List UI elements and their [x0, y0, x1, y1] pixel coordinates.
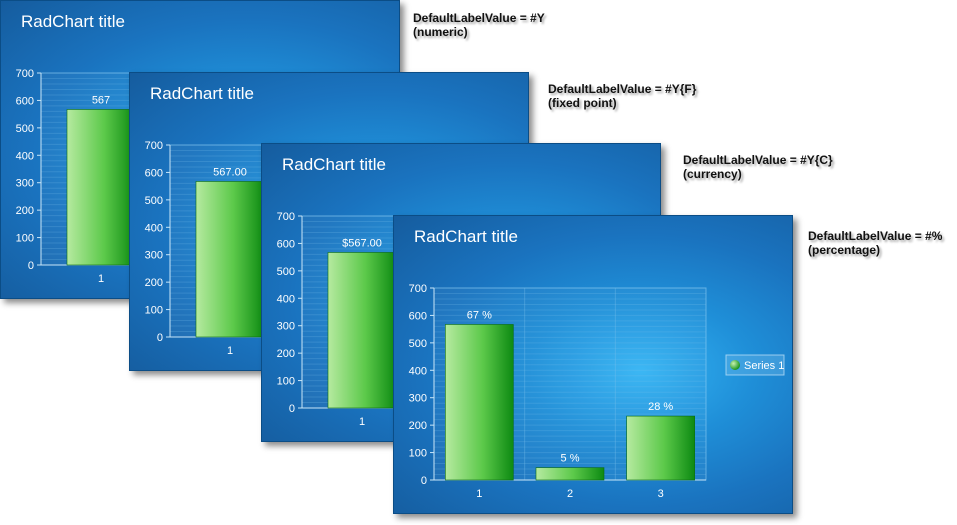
- chart-title: RadChart title: [282, 155, 386, 174]
- y-tick-label: 400: [409, 365, 427, 377]
- bar: [327, 252, 397, 409]
- note-2: DefaultLabelValue = #Y{F} (fixed point): [548, 82, 696, 110]
- chart-panel-4: RadChart title 0 100 200 300 400 500 600 700 67 %…: [393, 215, 793, 514]
- y-tick-label: 300: [409, 393, 427, 405]
- y-tick-label: 300: [277, 321, 295, 333]
- chart-title: RadChart title: [21, 12, 125, 31]
- chart-4-svg: RadChart title 0 100 200 300 400 500 600 700 67 %…: [409, 227, 785, 500]
- y-tick-label: 100: [145, 305, 163, 317]
- y-tick-label: 500: [145, 195, 163, 207]
- bar-value-label: 567: [92, 94, 110, 106]
- bar: [535, 467, 605, 481]
- y-tick-label: 100: [409, 448, 427, 460]
- legend-marker: [730, 360, 740, 370]
- bar: [445, 324, 514, 481]
- y-tick-label: 200: [145, 277, 163, 289]
- legend-label: Series 1: [744, 360, 784, 372]
- bar-value-label: 67 %: [467, 309, 492, 321]
- y-tick-label: 600: [277, 238, 295, 250]
- bar: [66, 109, 136, 266]
- note-1-line2: (numeric): [413, 25, 468, 39]
- y-tick-label: 400: [16, 150, 34, 162]
- x-tick-label: 1: [98, 273, 104, 285]
- x-tick-label: 1: [227, 345, 233, 357]
- y-tick-label: 700: [145, 140, 163, 152]
- y-tick-label: 100: [16, 233, 34, 245]
- y-tick-label: 0: [28, 260, 34, 272]
- y-tick-label: 700: [409, 283, 427, 295]
- y-tick-label: 200: [16, 205, 34, 217]
- note-4-line2: (percentage): [808, 243, 881, 257]
- x-tick-label: 2: [567, 488, 573, 500]
- y-tick-label: 200: [277, 348, 295, 360]
- bar-value-label: 28 %: [648, 401, 673, 413]
- note-1: DefaultLabelValue = #Y (numeric): [413, 11, 545, 39]
- note-3-line2: (currency): [683, 167, 742, 181]
- chart-title: RadChart title: [150, 84, 254, 103]
- y-tick-label: 200: [409, 420, 427, 432]
- y-tick-label: 500: [409, 338, 427, 350]
- y-tick-label: 400: [145, 222, 163, 234]
- y-tick-label: 0: [157, 332, 163, 344]
- y-tick-label: 600: [145, 167, 163, 179]
- y-tick-label: 100: [277, 376, 295, 388]
- note-3: DefaultLabelValue = #Y{C} (currency): [683, 153, 833, 181]
- y-tick-label: 0: [289, 403, 295, 415]
- note-1-line1: DefaultLabelValue = #Y: [413, 11, 545, 25]
- bar: [626, 415, 695, 481]
- x-tick-label: 1: [359, 416, 365, 428]
- note-3-line1: DefaultLabelValue = #Y{C}: [683, 153, 833, 167]
- y-tick-label: 0: [421, 475, 427, 487]
- note-2-line1: DefaultLabelValue = #Y{F}: [548, 82, 697, 96]
- bar-value-label: 567.00: [213, 166, 247, 178]
- note-4-line1: DefaultLabelValue = #%: [808, 229, 943, 243]
- y-tick-label: 600: [409, 310, 427, 322]
- bar-value-label: 5 %: [561, 453, 580, 465]
- y-tick-label: 500: [16, 123, 34, 135]
- y-tick-label: 400: [277, 293, 295, 305]
- y-tick-label: 700: [277, 211, 295, 223]
- y-tick-label: 600: [16, 95, 34, 107]
- bar-value-label: $567.00: [342, 237, 382, 249]
- x-tick-label: 3: [658, 488, 664, 500]
- chart-title: RadChart title: [414, 227, 518, 246]
- note-4: DefaultLabelValue = #% (percentage): [808, 229, 942, 257]
- y-tick-label: 500: [277, 266, 295, 278]
- note-2-line2: (fixed point): [548, 96, 617, 110]
- bar: [195, 181, 265, 338]
- legend-box: [725, 354, 785, 376]
- x-tick-label: 1: [476, 488, 482, 500]
- y-tick-label: 300: [145, 250, 163, 262]
- y-tick-label: 300: [16, 178, 34, 190]
- y-tick-label: 700: [16, 68, 34, 80]
